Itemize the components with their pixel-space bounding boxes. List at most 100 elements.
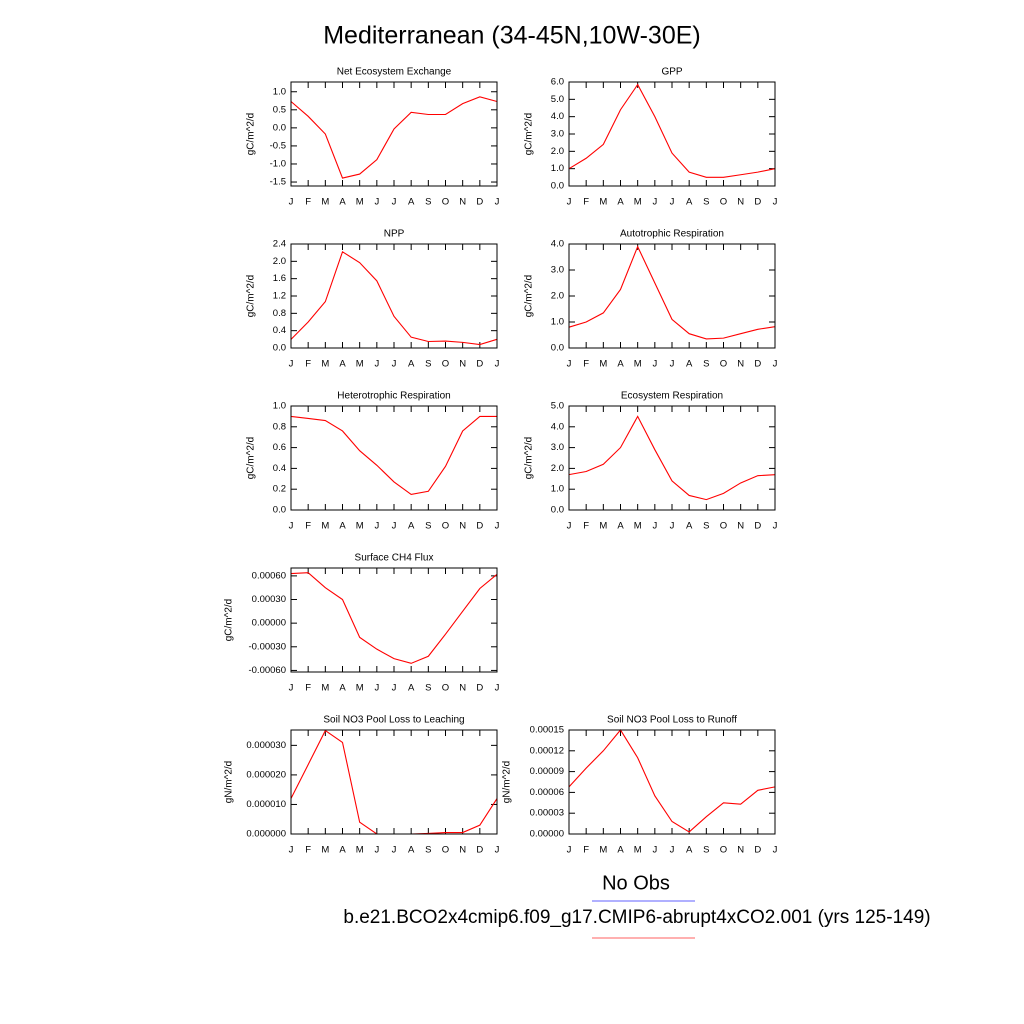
plot-frame: [568, 729, 776, 835]
y-axis-label: gC/m^2/d: [524, 275, 535, 318]
x-tick-label: M: [356, 521, 364, 532]
y-tick-label: 0.00009: [530, 766, 564, 777]
x-tick-label: O: [720, 845, 727, 856]
y-tick-label: 0.6: [273, 442, 286, 453]
x-tick-label: N: [459, 359, 466, 370]
plot-frame: [290, 729, 498, 835]
plot-frame: [290, 81, 498, 187]
x-tick-label: D: [476, 845, 483, 856]
x-tick-label: D: [754, 197, 761, 208]
x-tick-label: J: [670, 197, 675, 208]
x-tick-label: J: [773, 521, 778, 532]
x-tick-label: J: [670, 359, 675, 370]
y-tick-label: 0.0: [273, 505, 286, 516]
y-tick-label: 2.0: [273, 256, 286, 267]
x-tick-label: F: [583, 521, 589, 532]
x-tick-label: A: [686, 197, 693, 208]
x-tick-label: A: [686, 359, 693, 370]
y-axis-label: gN/m^2/d: [224, 761, 235, 804]
x-tick-label: M: [599, 521, 607, 532]
y-tick-label: 0.2: [273, 484, 286, 495]
x-tick-label: M: [599, 197, 607, 208]
x-tick-label: J: [652, 521, 657, 532]
plot-frame: [290, 405, 498, 511]
y-tick-label: 1.6: [273, 273, 286, 284]
x-tick-label: J: [392, 359, 397, 370]
y-tick-label: 0.000030: [246, 740, 286, 751]
x-tick-label: D: [754, 359, 761, 370]
y-tick-label: 4.0: [551, 421, 564, 432]
x-tick-label: J: [495, 845, 500, 856]
y-axis-label: gC/m^2/d: [246, 437, 257, 480]
x-tick-label: J: [392, 521, 397, 532]
x-tick-label: F: [583, 197, 589, 208]
plot-frame: [290, 567, 498, 673]
y-tick-label: 0.0: [551, 181, 564, 192]
y-tick-label: 6.0: [551, 77, 564, 88]
x-tick-label: F: [583, 359, 589, 370]
y-axis-label: gC/m^2/d: [524, 437, 535, 480]
x-tick-label: F: [305, 683, 311, 694]
x-tick-label: A: [408, 683, 415, 694]
x-tick-label: A: [408, 359, 415, 370]
series-line: [290, 415, 497, 495]
x-tick-label: J: [773, 359, 778, 370]
x-tick-label: M: [321, 521, 329, 532]
x-tick-label: M: [634, 197, 642, 208]
x-tick-label: J: [289, 359, 294, 370]
figure-title: Mediterranean (34-45N,10W-30E): [323, 22, 701, 50]
x-tick-label: J: [670, 845, 675, 856]
y-tick-label: 2.4: [273, 239, 286, 250]
y-tick-label: 0.4: [273, 463, 286, 474]
x-tick-label: N: [737, 521, 744, 532]
x-tick-label: A: [339, 845, 346, 856]
y-tick-label: 0.0: [551, 343, 564, 354]
y-tick-label: -0.5: [270, 140, 286, 151]
legend-label: b.e21.BCO2x4cmip6.f09_g17.CMIP6-abrupt4x…: [343, 907, 930, 928]
x-tick-label: J: [374, 197, 379, 208]
series-line: [568, 83, 776, 178]
x-tick-label: J: [289, 845, 294, 856]
x-tick-label: A: [408, 521, 415, 532]
x-tick-label: O: [442, 845, 449, 856]
x-tick-label: J: [374, 683, 379, 694]
y-tick-label: 1.0: [273, 401, 286, 412]
x-tick-label: M: [321, 683, 329, 694]
x-tick-label: J: [495, 197, 500, 208]
y-tick-label: 0.00060: [252, 570, 286, 581]
x-tick-label: D: [476, 683, 483, 694]
y-tick-label: 0.00030: [252, 594, 286, 605]
y-tick-label: 1.0: [273, 86, 286, 97]
y-tick-label: 3.0: [551, 265, 564, 276]
x-tick-label: A: [686, 845, 693, 856]
x-tick-label: S: [425, 845, 431, 856]
y-tick-label: -1.5: [270, 177, 286, 188]
x-tick-label: J: [289, 521, 294, 532]
x-tick-label: S: [425, 197, 431, 208]
x-tick-label: M: [599, 845, 607, 856]
y-tick-label: 0.000000: [246, 829, 286, 840]
y-axis-label: gC/m^2/d: [246, 275, 257, 318]
plot-frame: [568, 405, 776, 511]
y-tick-label: 0.00000: [530, 829, 564, 840]
x-tick-label: N: [737, 845, 744, 856]
x-tick-label: M: [634, 359, 642, 370]
x-tick-label: J: [773, 845, 778, 856]
y-tick-label: 0.8: [273, 421, 286, 432]
x-tick-label: A: [339, 359, 346, 370]
x-tick-label: S: [703, 359, 709, 370]
y-tick-label: 1.0: [551, 163, 564, 174]
series-line: [568, 415, 776, 501]
panel-title: Surface CH4 Flux: [355, 553, 434, 564]
x-tick-label: J: [567, 845, 572, 856]
y-axis-label: gC/m^2/d: [524, 113, 535, 156]
x-tick-label: M: [634, 521, 642, 532]
y-axis-label: gN/m^2/d: [502, 761, 513, 804]
y-tick-label: 2.0: [551, 463, 564, 474]
x-tick-label: A: [617, 359, 624, 370]
y-axis-label: gC/m^2/d: [224, 599, 235, 642]
y-tick-label: 0.00006: [530, 787, 564, 798]
y-tick-label: 0.00015: [530, 725, 564, 736]
y-tick-label: 3.0: [551, 442, 564, 453]
